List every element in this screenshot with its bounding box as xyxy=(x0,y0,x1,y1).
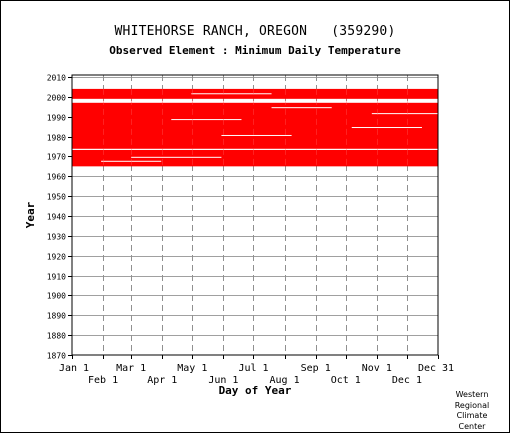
missing-segment xyxy=(351,127,422,129)
observed-band xyxy=(72,102,438,167)
y-tick-label: 1980 xyxy=(47,134,66,143)
x-tick-label-upper: Jan 1 xyxy=(59,363,89,374)
credit-line: Center xyxy=(458,421,486,431)
y-tick-label: 1990 xyxy=(47,114,66,123)
credit-line: Regional xyxy=(454,400,490,410)
x-tick-label-upper: Sep 1 xyxy=(301,363,331,374)
x-tick-label-lower: Apr 1 xyxy=(147,375,177,386)
x-tick-label-upper: Mar 1 xyxy=(116,363,146,374)
missing-year xyxy=(72,148,438,150)
missing-segment xyxy=(171,119,242,121)
data-area xyxy=(72,88,438,167)
y-tick-label: 1870 xyxy=(47,352,66,361)
y-tick-label: 1890 xyxy=(47,312,66,321)
y-tick-label: 2010 xyxy=(47,74,66,83)
y-tick-label: 1950 xyxy=(47,193,66,202)
x-tick-label-lower: Feb 1 xyxy=(88,375,118,386)
x-tick-label-upper: May 1 xyxy=(177,363,207,374)
y-tick-label: 1960 xyxy=(47,173,66,182)
y-tick-label: 1930 xyxy=(47,233,66,242)
credit: Western Regional Climate Center xyxy=(442,390,502,432)
credit-line: Climate xyxy=(456,411,488,420)
y-tick-label: 1900 xyxy=(47,292,66,301)
y-tick-label: 1940 xyxy=(47,213,66,222)
x-tick-label-lower: Jun 1 xyxy=(208,375,238,386)
chart-subtitle: Observed Element : Minimum Daily Tempera… xyxy=(109,44,401,57)
missing-segment xyxy=(371,113,438,115)
y-tick-label: 2000 xyxy=(47,94,66,103)
x-axis-title: Day of Year xyxy=(219,384,292,397)
missing-segment xyxy=(131,156,222,158)
x-tick-label-lower: Oct 1 xyxy=(331,375,361,386)
y-tick-label: 1880 xyxy=(47,332,66,341)
axes: 2010 2000 1990 1980 1970 1960 1950 1940 1930 1920… xyxy=(24,74,454,398)
x-tick-label-upper: Nov 1 xyxy=(362,363,392,374)
credit-line: Western xyxy=(455,390,489,399)
y-tick-label: 1970 xyxy=(47,153,66,162)
x-tick-label-lower: Dec 1 xyxy=(392,375,422,386)
missing-segment xyxy=(191,93,272,95)
grid xyxy=(72,75,438,355)
y-axis-title: Year xyxy=(24,201,37,228)
y-tick-label: 1920 xyxy=(47,253,66,262)
missing-segment xyxy=(221,134,292,136)
plot-border xyxy=(71,74,439,356)
x-tick-label-upper: Jul 1 xyxy=(238,363,268,374)
missing-segment xyxy=(271,107,332,109)
x-tick-label-upper: Dec 31 xyxy=(418,363,454,374)
x-tick-label-lower: Aug 1 xyxy=(270,375,300,386)
page-title: WHITEHORSE RANCH, OREGON (359290) xyxy=(114,24,396,39)
missing-segment xyxy=(101,160,162,162)
y-tick-label: 1910 xyxy=(47,273,66,282)
